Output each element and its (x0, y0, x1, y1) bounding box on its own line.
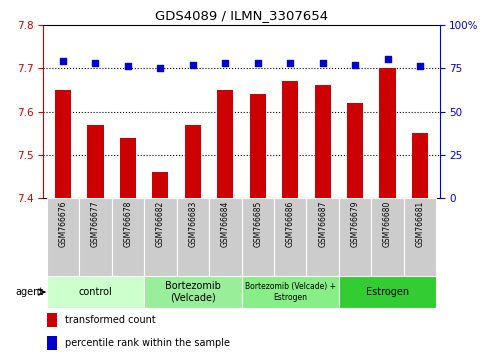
Bar (242, 276, 339, 308)
Text: GSM766687: GSM766687 (318, 201, 327, 247)
Bar (144, 198, 177, 276)
Point (92, 60, 99, 66)
Bar (314, 86, 331, 198)
Bar (47, 313, 57, 327)
Bar (87, 125, 103, 198)
Bar (47, 198, 79, 276)
Point (384, 57, 391, 62)
Bar (185, 125, 201, 198)
Bar (274, 198, 306, 276)
Text: GSM766686: GSM766686 (286, 201, 295, 247)
Bar (177, 198, 209, 276)
Bar (120, 138, 136, 198)
Bar (339, 198, 371, 276)
Point (351, 62, 359, 68)
Text: agent: agent (16, 287, 44, 297)
Point (319, 60, 327, 66)
Text: GSM766685: GSM766685 (253, 201, 262, 247)
Text: percentile rank within the sample: percentile rank within the sample (65, 338, 230, 348)
Bar (404, 198, 436, 276)
Text: GSM766677: GSM766677 (91, 201, 100, 247)
Point (59, 58, 67, 64)
Bar (250, 94, 266, 198)
Bar (412, 133, 428, 198)
Bar (47, 276, 144, 308)
Bar (380, 68, 396, 198)
Bar (209, 198, 242, 276)
Text: GSM766683: GSM766683 (188, 201, 197, 247)
Text: GSM766679: GSM766679 (351, 201, 360, 247)
Bar (339, 276, 436, 308)
Point (156, 65, 164, 71)
Point (189, 62, 197, 68)
Bar (282, 81, 298, 198)
Text: GDS4089 / ILMN_3307654: GDS4089 / ILMN_3307654 (155, 9, 328, 22)
Point (124, 64, 132, 69)
Text: Bortezomib (Velcade) +
Estrogen: Bortezomib (Velcade) + Estrogen (245, 282, 336, 302)
Bar (371, 198, 404, 276)
Text: Bortezomib
(Velcade): Bortezomib (Velcade) (165, 281, 221, 303)
Text: control: control (79, 287, 112, 297)
Text: GSM766678: GSM766678 (123, 201, 132, 247)
Point (416, 64, 424, 69)
Bar (347, 103, 363, 198)
Point (221, 60, 229, 66)
Bar (55, 90, 71, 198)
Text: GSM766682: GSM766682 (156, 201, 165, 247)
Text: GSM766676: GSM766676 (58, 201, 68, 247)
Bar (242, 198, 274, 276)
Text: GSM766680: GSM766680 (383, 201, 392, 247)
Text: transformed count: transformed count (65, 315, 156, 325)
Bar (79, 198, 112, 276)
Bar (47, 336, 57, 350)
Text: Estrogen: Estrogen (366, 287, 409, 297)
Bar (144, 276, 242, 308)
Bar (217, 90, 233, 198)
Bar (306, 198, 339, 276)
Point (254, 60, 262, 66)
Bar (152, 172, 169, 198)
Point (286, 60, 294, 66)
Text: GSM766684: GSM766684 (221, 201, 230, 247)
Text: GSM766681: GSM766681 (415, 201, 425, 247)
Bar (112, 198, 144, 276)
